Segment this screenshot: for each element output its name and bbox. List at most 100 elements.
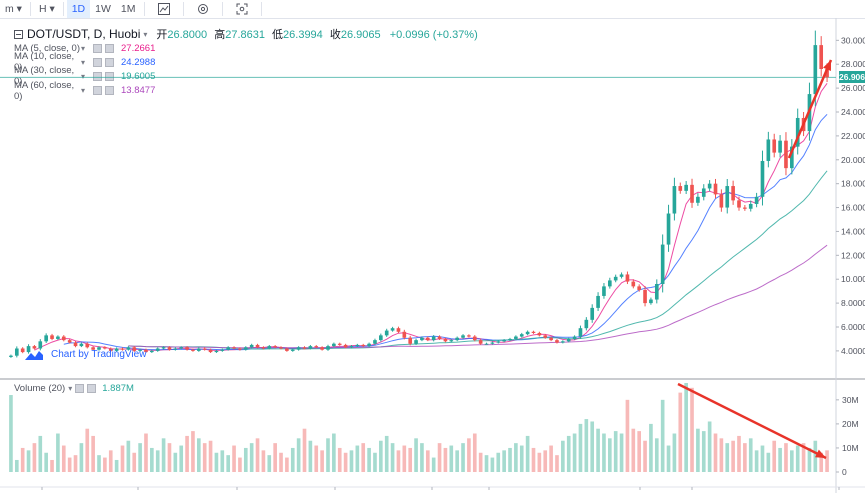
volume-bar bbox=[707, 421, 712, 472]
volume-bar bbox=[402, 445, 407, 472]
candle-down bbox=[337, 343, 342, 345]
ma-label[interactable]: MA (30, close, 0) bbox=[14, 65, 75, 88]
ma-remove-icon[interactable] bbox=[105, 57, 115, 67]
volume-bar bbox=[126, 440, 131, 472]
volume-bar bbox=[690, 387, 694, 472]
volume-bar bbox=[449, 445, 454, 472]
candle-down bbox=[285, 348, 289, 351]
collapse-legend-icon[interactable] bbox=[14, 29, 23, 39]
open-value: 26.8000 bbox=[167, 29, 208, 41]
volume-bar bbox=[590, 421, 595, 472]
interval-button-1d[interactable]: 1D bbox=[66, 0, 91, 18]
price-tick-label: 8.0000 bbox=[841, 298, 865, 308]
volume-legend: Volume (20) ▾ 1.887M bbox=[14, 383, 134, 394]
volume-bar bbox=[784, 443, 788, 472]
candle-up bbox=[26, 346, 31, 353]
volume-bar bbox=[308, 440, 313, 472]
volume-bar bbox=[731, 440, 735, 472]
candle-up bbox=[14, 348, 19, 356]
volume-bar bbox=[384, 435, 389, 472]
candle-down bbox=[20, 348, 25, 353]
candle-up bbox=[308, 346, 313, 349]
candle-down bbox=[32, 346, 37, 349]
candle-down bbox=[191, 349, 195, 351]
candle-up bbox=[766, 139, 771, 161]
candle-up bbox=[38, 341, 43, 349]
volume-bar bbox=[155, 450, 160, 472]
volume-bar bbox=[150, 447, 154, 472]
candle-down bbox=[643, 289, 647, 304]
ma-remove-icon[interactable] bbox=[105, 43, 115, 53]
symbol-title[interactable]: DOT/USDT, D, Huobi bbox=[27, 27, 141, 41]
price-tick-label: 12.0000 bbox=[841, 250, 865, 260]
volume-bar bbox=[666, 445, 671, 472]
candle-up bbox=[290, 349, 295, 351]
candle-up bbox=[596, 295, 600, 308]
candle-down bbox=[690, 184, 694, 203]
price-tick-label: 22.0000 bbox=[841, 131, 865, 141]
screenshot-icon[interactable] bbox=[226, 0, 258, 18]
candle-down bbox=[238, 348, 242, 350]
ma-label[interactable]: MA (5, close, 0) bbox=[14, 42, 80, 54]
ma-remove-icon[interactable] bbox=[105, 86, 115, 96]
candle-down bbox=[408, 337, 413, 344]
volume-label[interactable]: Volume (20) bbox=[14, 383, 66, 394]
ma-caret-icon[interactable]: ▾ bbox=[81, 43, 86, 53]
candle-up bbox=[138, 349, 142, 351]
volume-bar bbox=[290, 447, 295, 472]
ma-caret-icon[interactable]: ▾ bbox=[81, 86, 86, 96]
volume-settings-icon[interactable] bbox=[75, 384, 85, 393]
volume-bar bbox=[795, 445, 800, 472]
volume-bar bbox=[760, 445, 765, 472]
ma-settings-icon[interactable] bbox=[93, 86, 103, 96]
candle-down bbox=[402, 331, 407, 338]
ma-settings-icon[interactable] bbox=[93, 71, 103, 81]
interval-button-1w[interactable]: 1W bbox=[95, 3, 111, 15]
price-tick-label: 20.0000 bbox=[841, 155, 865, 165]
interval-button-h[interactable]: H ▾ bbox=[38, 3, 55, 15]
ma-legend-row: MA (5, close, 0) ▾ 27.2661 bbox=[14, 41, 574, 55]
ma-caret-icon[interactable]: ▾ bbox=[81, 57, 86, 67]
volume-bar bbox=[114, 459, 119, 472]
chart-legend: DOT/USDT, D, Huobi ▾ 开26.8000 高27.8631 低… bbox=[14, 27, 574, 102]
symbol-caret-icon[interactable]: ▾ bbox=[143, 29, 148, 39]
tradingview-watermark[interactable]: Chart by TradingView bbox=[25, 349, 146, 360]
volume-bar bbox=[302, 428, 307, 472]
volume-bar bbox=[97, 455, 101, 472]
ma-line bbox=[128, 244, 828, 349]
candle-up bbox=[578, 328, 583, 337]
volume-bar bbox=[578, 423, 583, 472]
volume-remove-icon[interactable] bbox=[87, 384, 97, 393]
candle-down bbox=[678, 186, 683, 191]
volume-bar bbox=[332, 433, 336, 472]
volume-bar bbox=[608, 438, 612, 472]
ma-label[interactable]: MA (60, close, 0) bbox=[14, 79, 75, 102]
settings-gear-icon[interactable] bbox=[187, 0, 219, 18]
candle-up bbox=[390, 328, 395, 331]
interval-button-1m[interactable]: 1M bbox=[120, 3, 136, 15]
volume-tick-label: 0 bbox=[842, 467, 847, 477]
volume-bar bbox=[197, 438, 201, 472]
toolbar-separator bbox=[29, 2, 31, 16]
interval-button-m[interactable]: m ▾ bbox=[5, 3, 22, 15]
candle-up bbox=[56, 336, 60, 339]
candle-down bbox=[255, 344, 260, 348]
ma-caret-icon[interactable]: ▾ bbox=[81, 71, 86, 81]
ma-label[interactable]: MA (10, close, 0) bbox=[14, 51, 75, 74]
ma-settings-icon[interactable] bbox=[93, 57, 103, 67]
volume-bar bbox=[561, 440, 565, 472]
toolbar-separator bbox=[182, 2, 184, 16]
chart-type-icon[interactable] bbox=[148, 0, 180, 18]
volume-bar bbox=[748, 438, 753, 472]
candle-up bbox=[590, 307, 595, 320]
ma-settings-icon[interactable] bbox=[93, 43, 103, 53]
chart-canvas[interactable]: 4.0000 6.0000 8.0000 10.0000 12.0000 14.0000 1… bbox=[0, 18, 865, 493]
candle-up bbox=[619, 274, 624, 277]
candle-up bbox=[226, 347, 230, 350]
candle-up bbox=[602, 286, 606, 296]
ma-remove-icon[interactable] bbox=[105, 71, 115, 81]
volume-bar bbox=[549, 445, 553, 472]
volume-caret-icon[interactable]: ▾ bbox=[68, 384, 73, 393]
ma-value: 27.2661 bbox=[121, 42, 156, 54]
candle-down bbox=[314, 346, 319, 348]
